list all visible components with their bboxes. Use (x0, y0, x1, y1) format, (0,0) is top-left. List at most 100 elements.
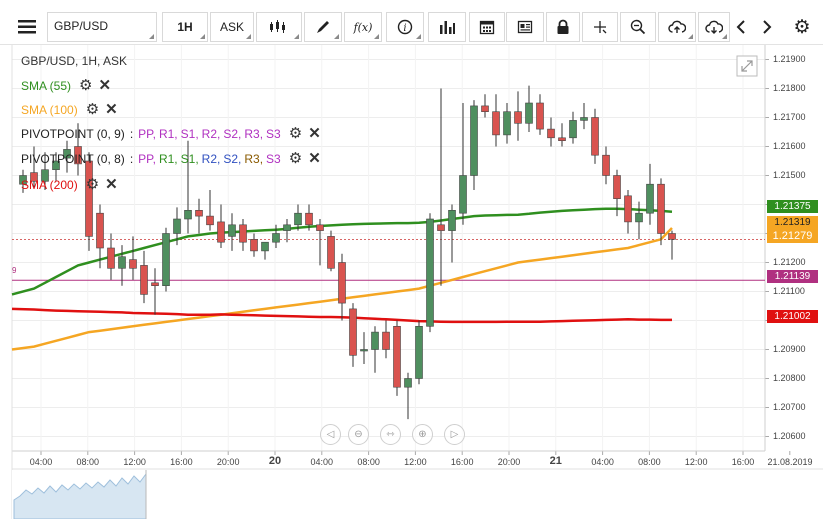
candle (250, 233, 258, 257)
pivot1-settings-icon[interactable]: ⚙ (288, 125, 303, 142)
upload-button[interactable] (658, 12, 696, 42)
candle-body (151, 282, 159, 286)
candle (602, 146, 610, 185)
nav-reset-button[interactable]: ⇿ (380, 424, 401, 445)
candle-body (492, 111, 500, 136)
indicators-button[interactable]: f(x) (344, 12, 382, 42)
nav-zoom-out-button[interactable]: ⊖ (348, 424, 369, 445)
candle-body (382, 331, 390, 350)
crosshair-icon (594, 21, 607, 34)
download-button[interactable] (698, 12, 730, 42)
candle (30, 146, 38, 188)
candle (624, 190, 632, 234)
timeframe-value: 1H (177, 20, 193, 34)
chart-type-button[interactable] (256, 12, 302, 42)
hamburger-menu-icon (18, 20, 36, 34)
crosshair-button[interactable] (582, 12, 618, 42)
candle (19, 169, 27, 193)
symbol-input[interactable]: GBP/USD (47, 12, 157, 42)
candle (173, 207, 181, 246)
cloud-upload-icon (668, 20, 686, 33)
menu-button[interactable] (13, 12, 41, 42)
pivot1-label[interactable]: PIVOTPOINT (0, 9) (21, 127, 125, 141)
time-axis-label: 20:00 (216, 457, 240, 467)
fx-label: f(x) (353, 20, 373, 34)
nav-back-button[interactable]: ◁ (320, 424, 341, 445)
time-axis-label: 16:00 (170, 457, 193, 467)
price-axis-label: 1.21700 (773, 111, 806, 122)
triangle-right-icon: ▷ (450, 429, 459, 440)
candle-body (195, 210, 203, 217)
sma100-label[interactable]: SMA (100) (21, 103, 78, 117)
pivot2-r1: R1, (158, 152, 178, 166)
news-button[interactable] (506, 12, 544, 42)
pivot1-close-icon[interactable]: ✕ (308, 125, 321, 142)
nav-zoom-in-button[interactable]: ⊕ (412, 424, 433, 445)
candle (448, 204, 456, 263)
candle (404, 372, 412, 420)
time-axis-label: 04:00 (29, 457, 53, 467)
candle-body (525, 102, 533, 124)
candle-body (393, 325, 401, 388)
candle-body (261, 241, 269, 252)
pivot2-label[interactable]: PIVOTPOINT (0, 8) (21, 152, 125, 166)
navigator-volume-area (13, 472, 147, 519)
candle-body (668, 233, 676, 240)
candle (470, 100, 478, 190)
candle-body (228, 224, 236, 237)
candle (63, 140, 71, 173)
time-axis-label: 16:00 (731, 457, 755, 467)
gear-icon: ⚙ (793, 16, 811, 38)
legend-pivot1: PIVOTPOINT (0, 9) : PP, R1, S1, R2, S2, … (21, 125, 321, 143)
candle-body (173, 218, 181, 234)
candle (52, 152, 60, 182)
sma55-settings-icon[interactable]: ⚙ (79, 77, 93, 94)
candle-body (41, 169, 49, 182)
sma55-label[interactable]: SMA (55) (21, 79, 72, 93)
price-axis-label: 1.21600 (773, 140, 806, 151)
candle-body (591, 117, 599, 156)
pivot2-close-icon[interactable]: ✕ (308, 150, 321, 167)
scroll-right-button[interactable] (757, 12, 777, 42)
candle-body (580, 117, 588, 121)
candle (657, 178, 665, 246)
candle-body (63, 149, 71, 159)
sma200-settings-icon[interactable]: ⚙ (85, 176, 100, 193)
candle (195, 198, 203, 234)
calendar-button[interactable] (469, 12, 505, 42)
sma55-close-icon[interactable]: ✕ (98, 77, 112, 94)
candle-body (503, 111, 511, 136)
sma55-line (11, 207, 673, 296)
lock-button[interactable] (546, 12, 580, 42)
price-axis-label: 1.20800 (773, 372, 806, 383)
time-axis-label: 12:00 (404, 457, 427, 467)
candle (536, 94, 544, 135)
candle (327, 230, 335, 272)
time-axis-label: 08:00 (638, 457, 661, 467)
expand-chart-icon[interactable] (736, 55, 758, 77)
pivot2-settings-icon[interactable]: ⚙ (288, 150, 303, 167)
price-type-select[interactable]: ASK (210, 12, 254, 42)
zoom-button[interactable] (620, 12, 656, 42)
candle-body (536, 102, 544, 130)
candle-body (514, 111, 522, 124)
pivot1-r3: R3, (244, 127, 264, 141)
candle (349, 303, 357, 367)
candle-body (624, 195, 632, 223)
sma100-close-icon[interactable]: ✕ (105, 101, 118, 118)
draw-tool-button[interactable] (304, 12, 342, 42)
candle-body (96, 212, 104, 249)
candle-body (415, 325, 423, 379)
settings-button[interactable]: ⚙ (790, 12, 814, 42)
sma200-close-icon[interactable]: ✕ (105, 176, 118, 193)
sma100-settings-icon[interactable]: ⚙ (85, 101, 100, 118)
price-axis-label: 1.20700 (773, 401, 806, 412)
sma200-label[interactable]: SMA (200) (21, 178, 78, 192)
info-button[interactable]: i (386, 12, 424, 42)
scroll-left-button[interactable] (731, 12, 751, 42)
timeframe-select[interactable]: 1H (162, 12, 208, 42)
volume-button[interactable] (428, 12, 466, 42)
nav-forward-button[interactable]: ▷ (444, 424, 465, 445)
time-axis-label: 08:00 (76, 457, 100, 467)
